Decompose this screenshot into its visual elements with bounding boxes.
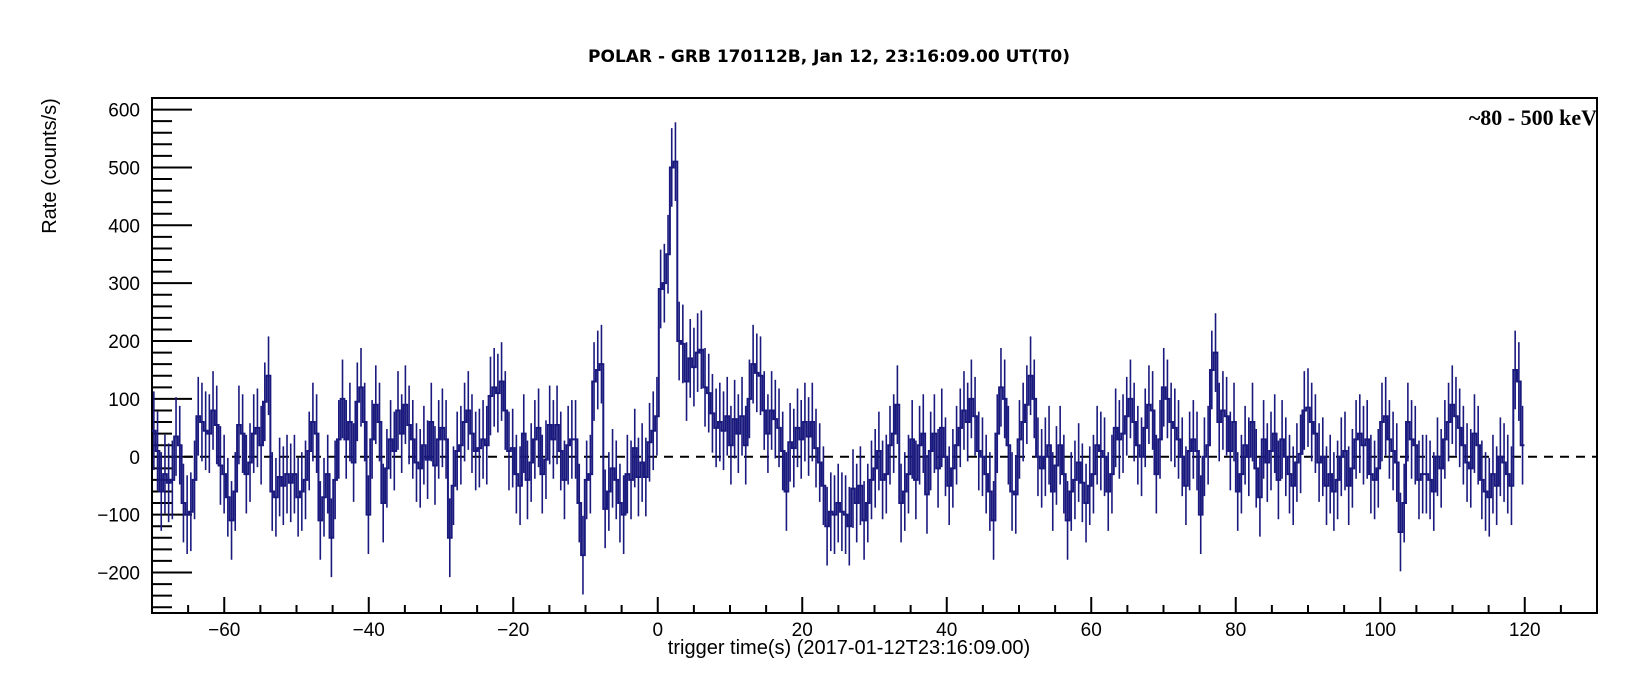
x-tick-label: 0	[652, 620, 663, 641]
x-tick-label: −40	[353, 620, 385, 641]
rate-histogram-line	[152, 160, 1525, 557]
x-tick-label: −20	[497, 620, 529, 641]
x-axis-title: trigger time(s) (2017-01-12T23:16:09.00)	[668, 637, 1030, 659]
y-tick-label: 500	[108, 158, 140, 179]
x-tick-label: 40	[936, 620, 957, 641]
x-tick-label: 20	[792, 620, 813, 641]
error-bars	[153, 122, 1524, 595]
x-tick-label: 100	[1364, 620, 1396, 641]
y-tick-label: 0	[129, 448, 140, 469]
chart-title: POLAR - GRB 170112B, Jan 12, 23:16:09.00…	[588, 47, 1070, 67]
series-rate-histogram	[152, 160, 1525, 557]
y-tick-label: −200	[97, 563, 140, 584]
axis-ticks	[151, 108, 1598, 613]
y-tick-label: 100	[108, 390, 140, 411]
x-tick-label: 120	[1509, 620, 1541, 641]
y-tick-label: 200	[108, 332, 140, 353]
x-tick-label: −60	[208, 620, 240, 641]
y-tick-label: 400	[108, 216, 140, 237]
y-tick-label: 300	[108, 274, 140, 295]
x-tick-label: 60	[1081, 620, 1102, 641]
y-tick-label: 600	[108, 101, 140, 122]
x-tick-label: 80	[1225, 620, 1246, 641]
y-tick-label: −100	[97, 506, 140, 527]
energy-range-annotation: ~80 - 500 keV	[1469, 105, 1597, 130]
y-axis-title: Rate (counts/s)	[39, 98, 61, 234]
